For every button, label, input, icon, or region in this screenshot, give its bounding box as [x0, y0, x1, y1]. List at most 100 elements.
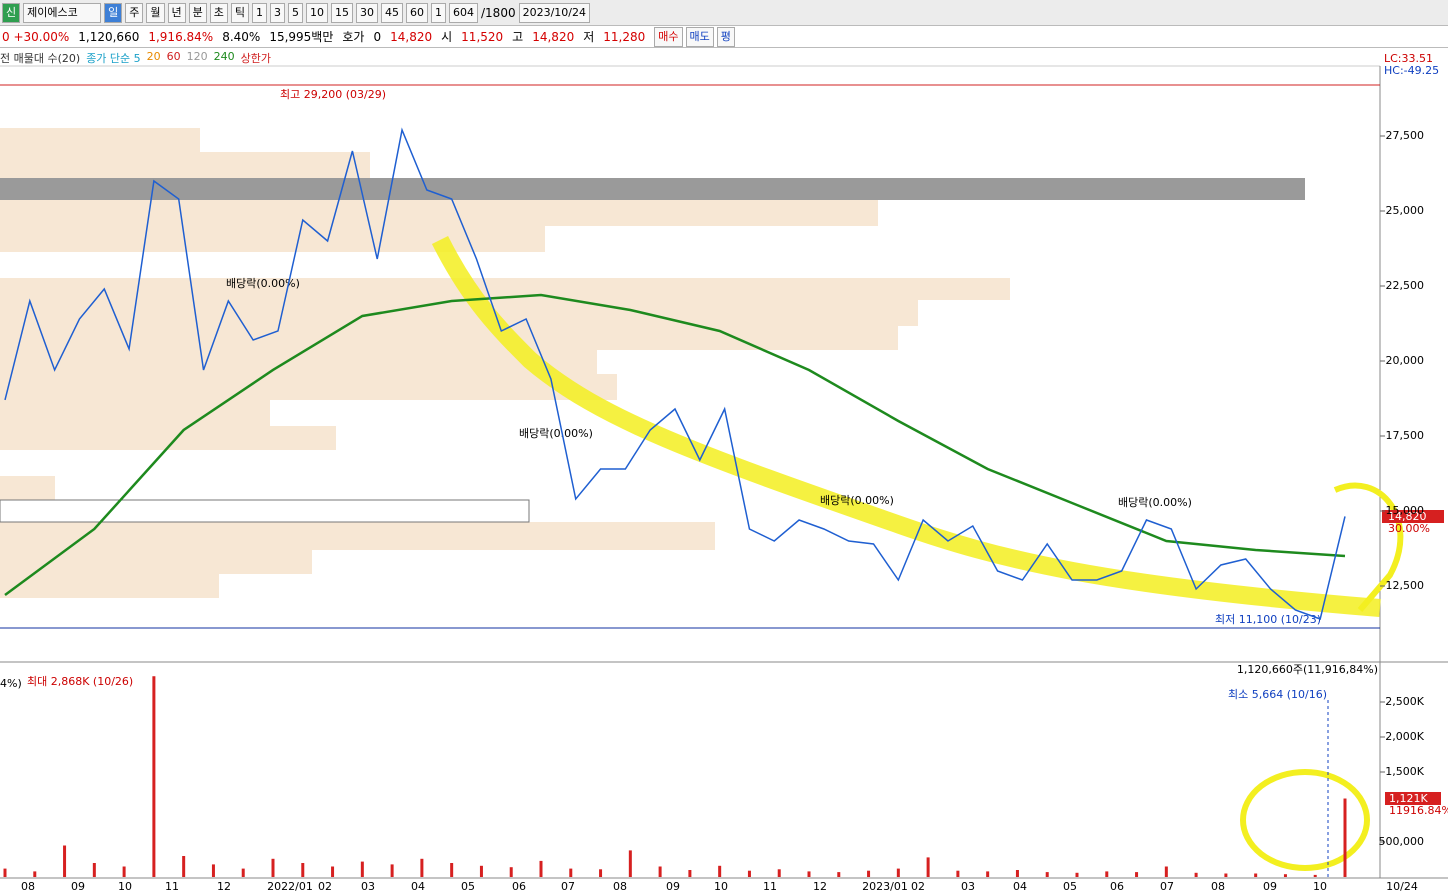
legend-item: 60 — [166, 50, 181, 63]
volume-bar — [718, 865, 722, 877]
volume-bar — [1015, 869, 1019, 877]
period-button[interactable]: 월 — [146, 2, 165, 23]
period-button[interactable]: 초 — [209, 2, 228, 23]
count[interactable]: 604 — [449, 2, 478, 23]
info-item: 고 — [512, 30, 524, 44]
volume-bar — [599, 869, 603, 877]
volume-bar — [1254, 873, 1258, 877]
info-item: 0 — [373, 29, 382, 44]
pct-tag: 30.00% — [1388, 522, 1430, 535]
x-tick-label: 03 — [961, 880, 975, 893]
vol-tag-bg — [1385, 792, 1441, 805]
info-item: 1,120,660 — [78, 29, 140, 44]
x-tick-label: 2022/01 — [267, 880, 313, 893]
interval-button[interactable]: 10 — [306, 2, 328, 23]
legend: 전 매물대 수(20) 종가 단순 5 20 60 120 240 상한가 — [0, 50, 271, 66]
volume-bar — [479, 865, 483, 877]
hc: HC:-49.25 — [1384, 64, 1439, 77]
x-tick-label: 07 — [561, 880, 575, 893]
date[interactable]: 2023/10/24 — [518, 2, 590, 23]
volume-bar — [122, 866, 126, 877]
x-tick-label: 11 — [165, 880, 179, 893]
volume-bar — [211, 864, 215, 877]
y-tick-label: 2,000K — [1385, 730, 1424, 743]
trade-button[interactable]: 평 — [716, 26, 735, 47]
x-tick-label: 06 — [512, 880, 526, 893]
x-tick-label: 03 — [361, 880, 375, 893]
annotation: 최고 29,200 (03/29) — [280, 88, 386, 101]
info-item: 1,916.84% — [148, 29, 214, 44]
annotation: 최소 5,664 (10/16) — [1228, 688, 1327, 701]
x-tick-label: 02 — [318, 880, 332, 893]
legend-item: 전 매물대 수(20) — [0, 52, 81, 65]
annotation: 배당락(0.00%) — [820, 494, 894, 507]
y-tick-label: 2,500K — [1385, 695, 1424, 708]
volume-bar — [1343, 798, 1347, 877]
volume-bar — [241, 868, 245, 877]
interval-button[interactable]: 1 — [252, 2, 267, 23]
info-item: 시 — [441, 30, 453, 44]
x-tick-label: 10 — [1313, 880, 1327, 893]
x-tick-label: 05 — [461, 880, 475, 893]
y-tick-label: 500,000 — [1379, 835, 1425, 848]
volume-bar — [420, 858, 424, 877]
interval-button[interactable]: 45 — [381, 2, 403, 23]
volume-bar — [182, 855, 186, 877]
total: /1800 — [481, 5, 516, 20]
annotation: 최저 11,100 (10/23) — [1215, 613, 1321, 626]
x-tick-label: 10 — [118, 880, 132, 893]
volume-bar — [390, 864, 394, 877]
legend-item: 상한가 — [240, 52, 272, 65]
volume-bar — [628, 850, 632, 877]
volume-bar — [1045, 872, 1049, 877]
period-button[interactable]: 틱 — [230, 2, 249, 23]
period-button[interactable]: 일 — [104, 2, 123, 23]
unit[interactable]: 1 — [431, 2, 446, 23]
trade-button[interactable]: 매도 — [685, 26, 714, 47]
volume-profile — [0, 128, 1305, 598]
x-tick-label: 2023/01 — [862, 880, 908, 893]
annotation: 배당락(0.00%) — [1118, 496, 1192, 509]
volume-bar — [1224, 873, 1228, 877]
info-item: 14,820 — [390, 29, 433, 44]
volume-bar — [747, 870, 751, 877]
x-tick-label: 09 — [71, 880, 85, 893]
interval-button[interactable]: 5 — [288, 2, 303, 23]
interval-button[interactable]: 30 — [356, 2, 378, 23]
volume-bar — [450, 862, 454, 877]
volume-bar — [956, 870, 960, 877]
interval-button[interactable]: 15 — [331, 2, 353, 23]
badge[interactable]: 신 — [2, 2, 21, 23]
y-tick-label: 12,500 — [1386, 579, 1425, 592]
y-tick-label: 20,000 — [1386, 354, 1425, 367]
x-tick-label: 10/24 — [1386, 880, 1418, 893]
annotation: 1,120,660주(11,916,84%) — [1237, 663, 1378, 676]
period-button[interactable]: 분 — [188, 2, 207, 23]
annotation: 배당락(0.00%) — [519, 427, 593, 440]
volume-bar — [867, 870, 871, 877]
volume-bar — [807, 871, 811, 877]
volume-bar — [63, 845, 67, 877]
x-tick-label: 09 — [666, 880, 680, 893]
vol-pct-tag: 11916.84% — [1389, 804, 1448, 817]
highlight — [1333, 482, 1404, 612]
x-tick-label: 05 — [1063, 880, 1077, 893]
interval-button[interactable]: 3 — [270, 2, 285, 23]
interval-button[interactable]: 60 — [406, 2, 428, 23]
info-bar: 0 +30.00% 1,120,660 1,916.84% 8.40% 15,995백만… — [0, 26, 1448, 48]
period-button[interactable]: 주 — [125, 2, 144, 23]
annotation: 최대 2,868K (10/26) — [27, 675, 133, 688]
trade-button[interactable]: 매수 — [654, 26, 683, 47]
stock-name[interactable]: 제이에스코 — [23, 2, 102, 23]
y-tick-label: 15,000 — [1386, 504, 1425, 517]
price-tag-bg — [1382, 510, 1444, 523]
x-tick-label: 08 — [1211, 880, 1225, 893]
info-item: 8.40% — [222, 29, 261, 44]
annotation: 4%) — [0, 677, 22, 690]
volume-bar — [926, 857, 930, 877]
volume-bar — [896, 868, 900, 877]
highlight — [1240, 769, 1370, 871]
x-tick-label: 10 — [714, 880, 728, 893]
period-button[interactable]: 년 — [167, 2, 186, 23]
